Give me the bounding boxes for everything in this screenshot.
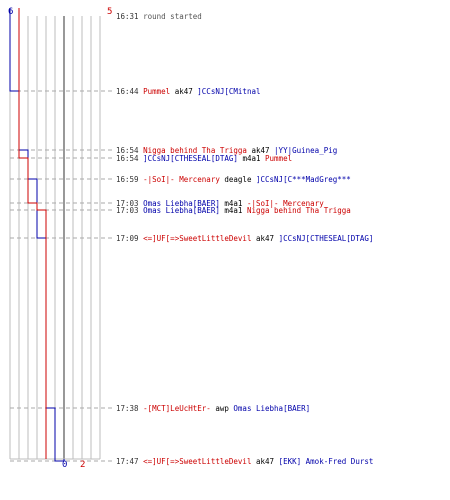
event-killer: Omas Liebha[BAER] <box>143 206 220 215</box>
event-weapon: deagle <box>224 175 252 184</box>
event-weapon: ak47 <box>255 234 275 243</box>
event-killer: Pummel <box>143 87 171 96</box>
series-lines <box>9 8 65 462</box>
team-b-start-score: 5 <box>107 7 112 17</box>
event-weapon: m4a1 <box>242 154 261 163</box>
event-row: 16:59 -|SoI|- Mercenary deagle ]CCsNJ[C*… <box>116 175 351 184</box>
event-time: 16:54 <box>116 154 139 163</box>
event-victim: Omas Liebha[BAER] <box>233 404 311 413</box>
event-text: round started <box>143 12 202 21</box>
event-victim: ]CCsNJ[CMitnal <box>197 87 261 96</box>
team-a-end-score: 0 <box>62 460 67 470</box>
event-time: 17:47 <box>116 457 139 466</box>
event-row: 16:31 round started <box>116 12 202 21</box>
event-row: 16:44 Pummel ak47 ]CCsNJ[CMitnal <box>116 87 261 96</box>
event-row: 17:47 <=]UF[=>SweetLittleDevil ak47 [EKK… <box>116 457 373 466</box>
event-weapon: m4a1 <box>224 206 243 215</box>
event-killer: Nigga behind Tha Trigga <box>143 146 247 155</box>
event-victim: |YY|Guinea_Pig <box>274 146 338 155</box>
event-victim: ]CCsNJ[CTHESEAL[DTAG] <box>278 234 374 243</box>
event-victim: -|SoI|- Mercenary <box>246 199 324 208</box>
event-row: 16:54 Nigga behind Tha Trigga ak47 |YY|G… <box>116 146 337 155</box>
event-time: 16:54 <box>116 146 139 155</box>
event-killer: Omas Liebha[BAER] <box>143 199 220 208</box>
event-weapon: awp <box>215 404 229 413</box>
event-time: 16:59 <box>116 175 139 184</box>
event-time: 17:09 <box>116 234 139 243</box>
event-time: 16:31 <box>116 12 139 21</box>
event-killer: <=]UF[=>SweetLittleDevil <box>143 457 252 466</box>
event-row: 17:09 <=]UF[=>SweetLittleDevil ak47 ]CCs… <box>116 234 373 243</box>
event-victim: ]CCsNJ[C***MadGreg*** <box>255 175 351 184</box>
event-weapon: ak47 <box>174 87 193 96</box>
event-victim: Pummel <box>265 154 293 163</box>
event-victim: [EKK] Amok-Fred Durst <box>278 457 374 466</box>
team-b-end-score: 2 <box>80 460 85 470</box>
event-time: 17:03 <box>116 206 139 215</box>
event-killer: -|SoI|- Mercenary <box>143 175 220 184</box>
event-row: 17:03 Omas Liebha[BAER] m4a1 -|SoI|- Mer… <box>116 199 324 208</box>
event-victim: Nigga behind Tha Trigga <box>246 206 351 215</box>
event-time: 17:03 <box>116 199 139 208</box>
event-killer: <=]UF[=>SweetLittleDevil <box>143 234 252 243</box>
event-killer: -[MCT]LeUcHtEr- <box>143 404 211 413</box>
event-killer: ]CCsNJ[CTHESEAL[DTAG] <box>143 154 238 163</box>
event-row: 17:38 -[MCT]LeUcHtEr- awp Omas Liebha[BA… <box>116 404 310 413</box>
event-weapon: ak47 <box>251 146 270 155</box>
event-time: 17:38 <box>116 404 139 413</box>
team-a-start-score: 6 <box>8 7 13 17</box>
event-row: 16:54 ]CCsNJ[CTHESEAL[DTAG] m4a1 Pummel <box>116 154 292 163</box>
team-b-line <box>18 8 47 459</box>
event-weapon: m4a1 <box>224 199 243 208</box>
event-row: 17:03 Omas Liebha[BAER] m4a1 Nigga behin… <box>116 206 351 215</box>
event-guide-lines <box>10 90 113 462</box>
event-time: 16:44 <box>116 87 139 96</box>
event-weapon: ak47 <box>255 457 275 466</box>
